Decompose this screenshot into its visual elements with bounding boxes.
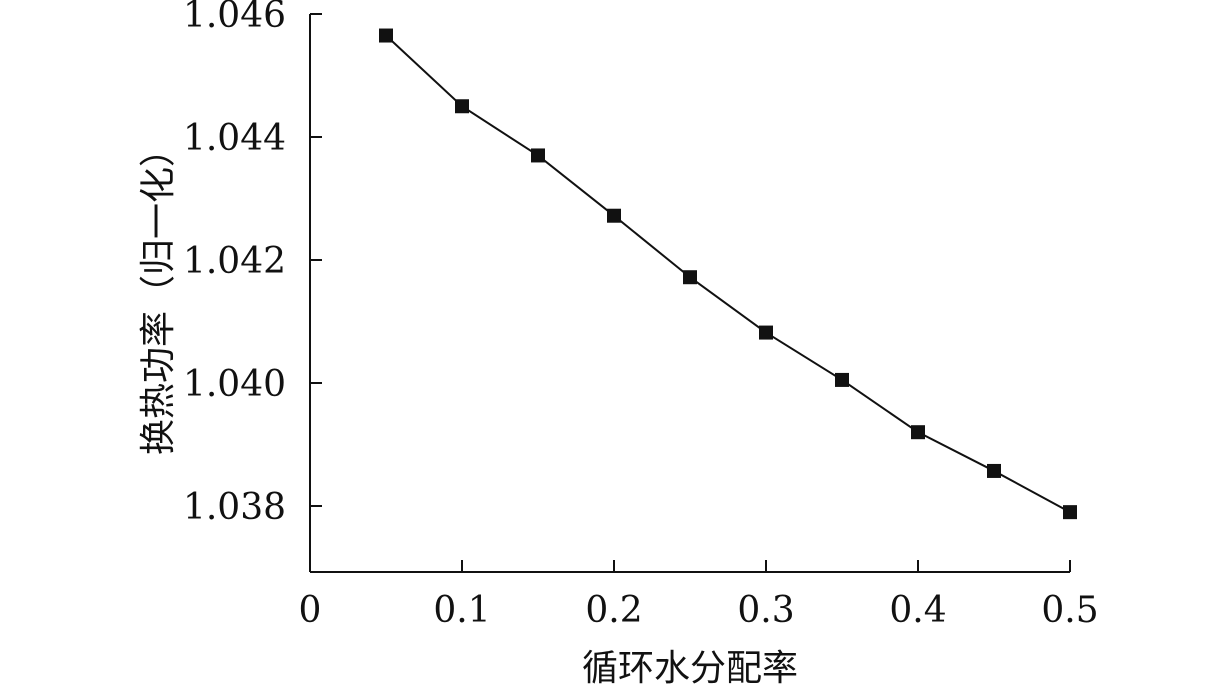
x-tick-label: 0.5 bbox=[1041, 590, 1098, 631]
x-axis-title: 循环水分配率 bbox=[582, 648, 798, 689]
data-point bbox=[683, 270, 697, 285]
x-ticks: 0 0.1 0.2 0.3 0.4 0.5 bbox=[299, 560, 1099, 631]
x-tick-label: 0.3 bbox=[737, 590, 794, 631]
data-point bbox=[911, 425, 925, 440]
data-point bbox=[759, 325, 773, 340]
x-tick-label: 0 bbox=[299, 590, 322, 631]
y-tick-label: 1.038 bbox=[183, 487, 286, 528]
data-point bbox=[607, 208, 621, 223]
x-tick-label: 0.4 bbox=[889, 590, 946, 631]
data-point bbox=[455, 99, 469, 114]
x-tick-label: 0.1 bbox=[433, 590, 490, 631]
data-point bbox=[835, 372, 849, 387]
y-tick-label: 1.040 bbox=[183, 364, 286, 405]
y-axis-title: 换热功率（归一化） bbox=[138, 131, 179, 455]
data-point bbox=[1063, 505, 1077, 520]
data-point bbox=[531, 148, 545, 163]
y-tick-label: 1.046 bbox=[183, 0, 286, 36]
series bbox=[379, 28, 1077, 520]
axes bbox=[309, 14, 1070, 573]
data-point bbox=[379, 28, 393, 43]
y-tick-label: 1.042 bbox=[183, 241, 286, 282]
series-line bbox=[385, 34, 1071, 514]
y-tick-label: 1.044 bbox=[183, 118, 286, 159]
x-tick-label: 0.2 bbox=[585, 590, 642, 631]
data-point bbox=[987, 463, 1001, 478]
y-ticks: 1.038 1.040 1.042 1.044 1.046 bbox=[183, 0, 322, 528]
